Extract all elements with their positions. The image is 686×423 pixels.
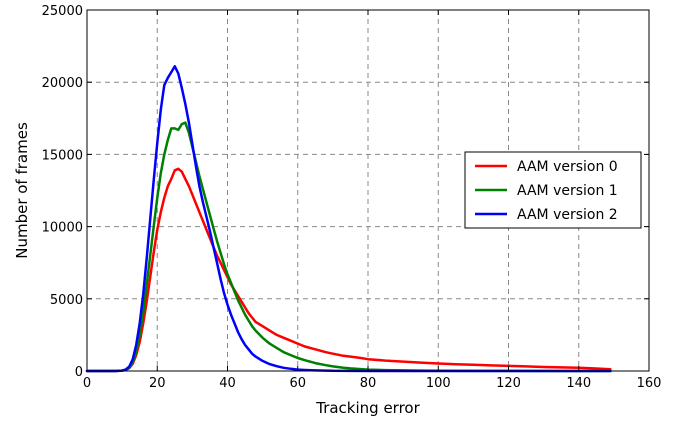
y-axis-label: Number of frames <box>13 122 31 259</box>
x-tick-label: 140 <box>566 376 591 391</box>
series-line <box>85 65 612 373</box>
y-tick-label: 25000 <box>42 4 83 19</box>
series-lines <box>85 65 612 373</box>
y-tick-label: 20000 <box>42 76 83 91</box>
x-tick-label: 120 <box>496 376 521 391</box>
legend-label: AAM version 1 <box>517 183 618 199</box>
legend: AAM version 0 AAM version 1 AAM version 2 <box>464 151 642 229</box>
x-tick-label: 40 <box>219 376 236 391</box>
legend-label: AAM version 0 <box>517 159 618 175</box>
x-tick-label: 20 <box>149 376 166 391</box>
y-tick-label: 0 <box>75 365 83 380</box>
y-tick-label: 15000 <box>42 148 83 163</box>
x-tick-label: 0 <box>83 376 91 391</box>
x-tick-label: 160 <box>637 376 662 391</box>
y-tick-label: 10000 <box>42 221 83 236</box>
x-tick-label: 100 <box>426 376 451 391</box>
y-tick-label: 5000 <box>50 293 83 308</box>
series-line <box>85 121 612 373</box>
axis-ticks: 0 20 40 60 80 100 120 140 160 0 5000 10000 15000 2000… <box>42 4 662 391</box>
x-axis-label: Tracking error <box>315 399 420 417</box>
x-tick-label: 60 <box>289 376 306 391</box>
legend-label: AAM version 2 <box>517 207 618 223</box>
x-tick-label: 80 <box>360 376 377 391</box>
